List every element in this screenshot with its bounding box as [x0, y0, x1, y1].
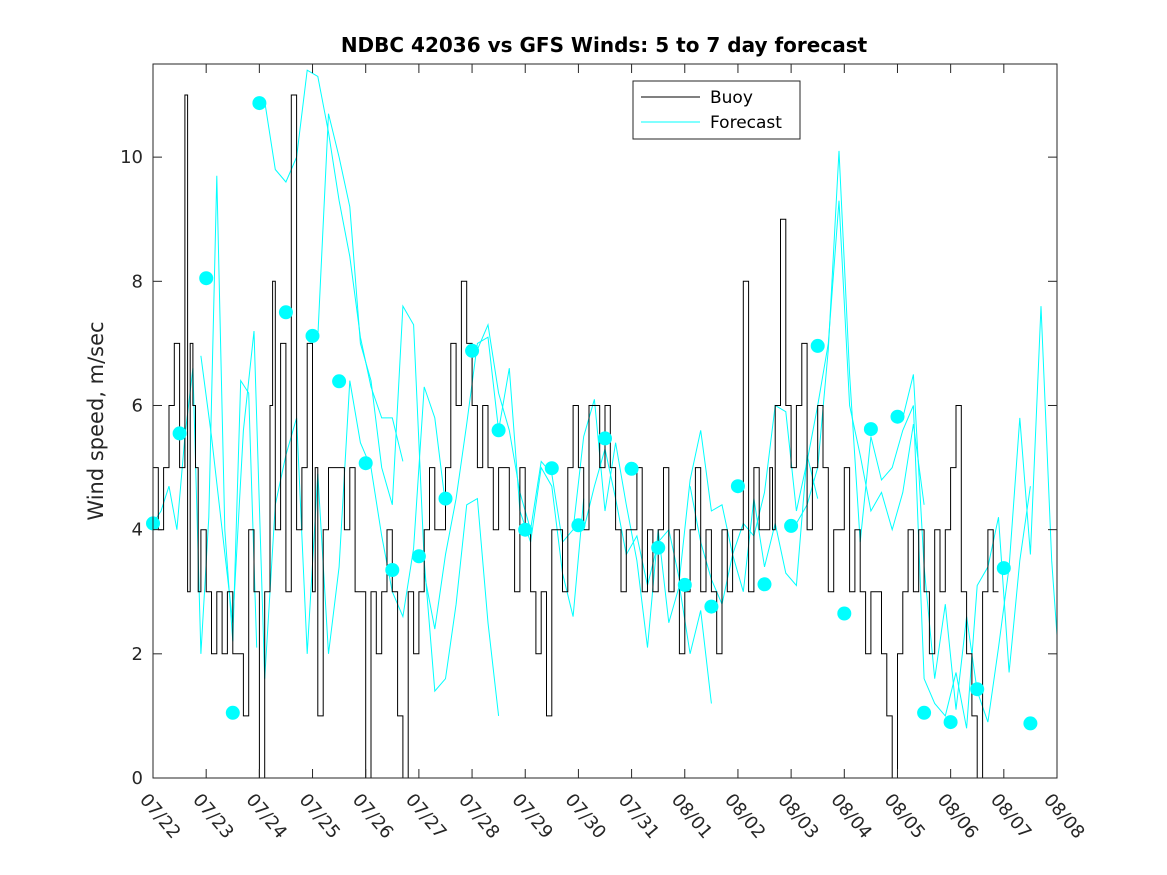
legend-label-buoy: Buoy [710, 88, 753, 108]
forecast-marker [784, 518, 799, 533]
y-tick-label: 8 [132, 271, 143, 292]
forecast-marker [863, 422, 878, 437]
legend-box [632, 80, 801, 140]
legend-label-forecast: Forecast [710, 113, 782, 133]
y-tick-label: 6 [132, 395, 143, 416]
forecast-marker [598, 431, 612, 446]
forecast-marker [332, 374, 347, 389]
forecast-marker [225, 705, 240, 720]
forecast-marker [837, 606, 852, 621]
forecast-marker [624, 461, 639, 476]
forecast-marker [810, 338, 825, 353]
forecast-marker [305, 328, 320, 343]
axes-layer [152, 63, 1058, 779]
y-tick-label: 2 [132, 644, 143, 665]
forecast-marker [544, 461, 559, 476]
forecast-marker [411, 549, 426, 564]
legend: Buoy Forecast [632, 80, 801, 140]
forecast-marker [890, 409, 905, 424]
forecast-marker [278, 305, 293, 320]
forecast-marker [1023, 716, 1038, 731]
y-tick-label: 10 [120, 147, 143, 168]
forecast-marker [385, 563, 400, 577]
y-axis-label: Wind speed, m/sec [84, 321, 108, 520]
forecast-marker [252, 96, 267, 111]
forecast-line-5 [476, 322, 712, 704]
forecast-marker [465, 343, 480, 358]
forecast-marker [358, 456, 373, 471]
forecast-marker [438, 491, 453, 506]
buoy-line [153, 94, 999, 779]
forecast-marker [970, 682, 985, 697]
chart-title: NDBC 42036 vs GFS Winds: 5 to 7 day fore… [341, 33, 868, 57]
forecast-marker [730, 479, 745, 494]
forecast-marker [677, 577, 692, 592]
forecast-marker [518, 522, 533, 537]
y-tick-label: 4 [132, 520, 143, 541]
forecast-marker [199, 271, 214, 286]
plot-frame [152, 63, 1058, 779]
y-tick-label: 0 [132, 768, 143, 789]
forecast-marker [943, 715, 958, 730]
forecast-marker [917, 705, 932, 720]
forecast-line-3 [317, 113, 500, 716]
series-layer [146, 69, 1058, 779]
forecast-marker [996, 561, 1011, 576]
forecast-marker [651, 540, 666, 555]
y-axis: 0 2 4 6 8 10 [120, 147, 1057, 789]
forecast-marker [757, 577, 772, 592]
forecast-line-2 [264, 69, 404, 462]
forecast-marker [172, 426, 187, 441]
forecast-line-8 [795, 150, 1031, 729]
forecast-line-0 [152, 175, 258, 654]
forecast-marker [704, 599, 719, 614]
forecast-line-6 [583, 430, 819, 592]
forecast-marker [571, 518, 586, 533]
forecast-marker [491, 423, 506, 438]
